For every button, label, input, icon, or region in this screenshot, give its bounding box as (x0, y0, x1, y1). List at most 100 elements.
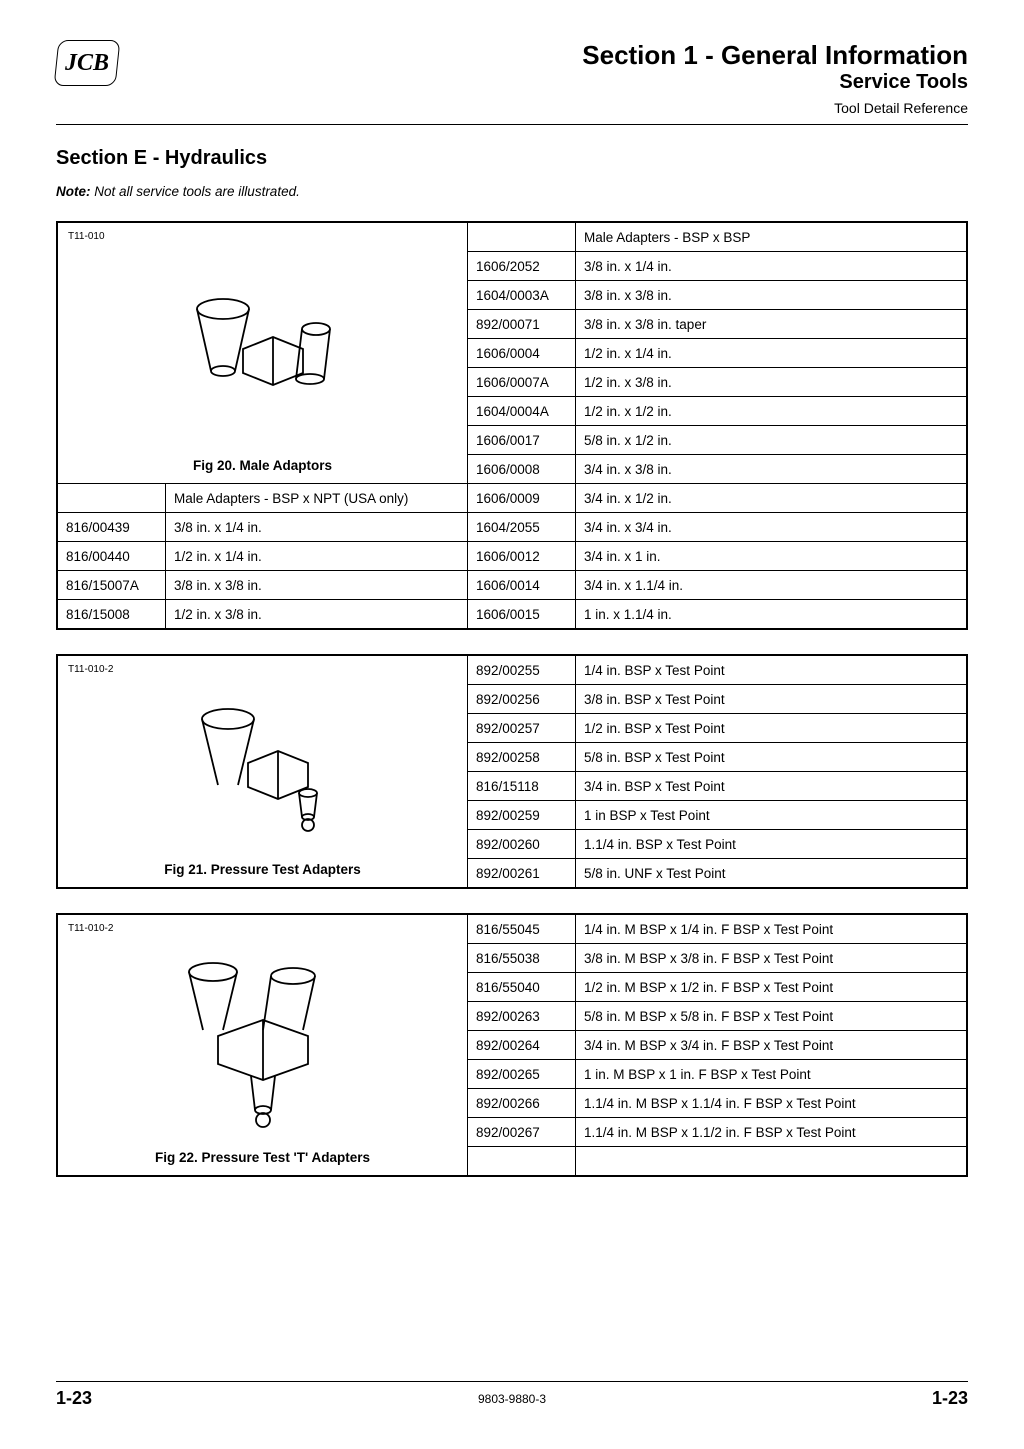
footer-doc-id: 9803-9880-3 (478, 1392, 546, 1406)
code-cell: 892/00256 (468, 685, 576, 713)
table-row: 816/15007A3/8 in. x 3/8 in.1606/00143/4 … (58, 570, 966, 599)
code-cell (58, 484, 166, 512)
header-title-1: Section 1 - General Information (582, 40, 968, 71)
fig21-tag: T11-010-2 (68, 664, 457, 675)
table-row: 1606/20523/8 in. x 1/4 in. (468, 251, 966, 280)
header-sub: Tool Detail Reference (582, 100, 968, 116)
fig22-caption: Fig 22. Pressure Test 'T' Adapters (68, 1148, 457, 1173)
code-cell: 892/00264 (468, 1031, 576, 1059)
code-cell: 1606/0012 (468, 542, 576, 570)
desc-cell: 5/8 in. BSP x Test Point (576, 743, 966, 771)
section-title: Section E - Hydraulics (56, 147, 968, 170)
code-cell: 1606/0009 (468, 484, 576, 512)
fig20-tag: T11-010 (68, 231, 457, 242)
desc-cell: 1 in BSP x Test Point (576, 801, 966, 829)
table-row: 816/004401/2 in. x 1/4 in.1606/00123/4 i… (58, 541, 966, 570)
block3-right-rows: 816/550451/4 in. M BSP x 1/4 in. F BSP x… (468, 915, 966, 1175)
code-cell: 1606/2052 (468, 252, 576, 280)
page-header: JCB Section 1 - General Information Serv… (56, 40, 968, 116)
desc-cell: 1/2 in. BSP x Test Point (576, 714, 966, 742)
table-row: 892/002585/8 in. BSP x Test Point (468, 742, 966, 771)
code-cell: 1606/0007A (468, 368, 576, 396)
table-row: 1604/0003A3/8 in. x 3/8 in. (468, 280, 966, 309)
code-cell: 892/00258 (468, 743, 576, 771)
block-3: T11-010-2 (56, 913, 968, 1177)
logo: JCB (54, 40, 121, 86)
desc-cell: 5/8 in. x 1/2 in. (576, 426, 966, 454)
desc-cell: 3/4 in. x 3/8 in. (576, 455, 966, 483)
code-cell: 1604/0003A (468, 281, 576, 309)
logo-text: JCB (65, 50, 109, 77)
code-cell (468, 1147, 576, 1175)
desc-cell: 1/4 in. BSP x Test Point (576, 656, 966, 684)
fig20-caption: Fig 20. Male Adaptors (68, 456, 457, 481)
desc-cell: 3/4 in. BSP x Test Point (576, 772, 966, 800)
table-row: 816/150081/2 in. x 3/8 in.1606/00151 in.… (58, 599, 966, 628)
desc-cell: 3/8 in. x 3/8 in. taper (576, 310, 966, 338)
fig20-image (68, 242, 457, 456)
footer-page-right: 1-23 (932, 1388, 968, 1409)
table-row: 1604/0004A1/2 in. x 1/2 in. (468, 396, 966, 425)
footer-page-left: 1-23 (56, 1388, 92, 1409)
note-line: Note: Not all service tools are illustra… (56, 184, 968, 199)
code-cell: 892/00266 (468, 1089, 576, 1117)
block-1: T11-010 (56, 221, 968, 630)
table-row: 892/002563/8 in. BSP x Test Point (468, 684, 966, 713)
code-cell: 816/15007A (58, 571, 166, 599)
code-cell: 1604/0004A (468, 397, 576, 425)
desc-cell: 1 in. x 1.1/4 in. (576, 600, 966, 628)
code-cell: 1606/0008 (468, 455, 576, 483)
code-cell: 892/00255 (468, 656, 576, 684)
desc-cell: 1/2 in. x 3/8 in. (576, 368, 966, 396)
desc-cell: 5/8 in. M BSP x 5/8 in. F BSP x Test Poi… (576, 1002, 966, 1030)
block-2: T11-010-2 (56, 654, 968, 889)
block1-right-rows: Male Adapters - BSP x BSP1606/20523/8 in… (468, 223, 966, 483)
header-title-2: Service Tools (582, 71, 968, 94)
table-row: 892/002635/8 in. M BSP x 5/8 in. F BSP x… (468, 1001, 966, 1030)
code-cell: 816/00439 (58, 513, 166, 541)
code-cell: 892/00257 (468, 714, 576, 742)
code-cell: 1606/0015 (468, 600, 576, 628)
table-row: 1606/0007A1/2 in. x 3/8 in. (468, 367, 966, 396)
desc-cell: 3/4 in. x 1/2 in. (576, 484, 966, 512)
table-row: 892/002671.1/4 in. M BSP x 1.1/2 in. F B… (468, 1117, 966, 1146)
code-cell: 892/00263 (468, 1002, 576, 1030)
desc-cell: 3/4 in. x 1 in. (576, 542, 966, 570)
desc-cell: 3/8 in. x 1/4 in. (166, 513, 468, 541)
code-cell: 816/55038 (468, 944, 576, 972)
table-row: 816/550401/2 in. M BSP x 1/2 in. F BSP x… (468, 972, 966, 1001)
fig21-image (68, 675, 457, 860)
code-cell: 892/00261 (468, 859, 576, 887)
desc-cell: 3/8 in. M BSP x 3/8 in. F BSP x Test Poi… (576, 944, 966, 972)
table-row: 892/002615/8 in. UNF x Test Point (468, 858, 966, 887)
block2-right-rows: 892/002551/4 in. BSP x Test Point892/002… (468, 656, 966, 887)
desc-cell: 1.1/4 in. M BSP x 1.1/4 in. F BSP x Test… (576, 1089, 966, 1117)
code-cell: 816/55045 (468, 915, 576, 943)
fig21-caption: Fig 21. Pressure Test Adapters (68, 860, 457, 885)
desc-cell (576, 1147, 966, 1175)
table-row: 892/002643/4 in. M BSP x 3/4 in. F BSP x… (468, 1030, 966, 1059)
desc-cell: 3/4 in. M BSP x 3/4 in. F BSP x Test Poi… (576, 1031, 966, 1059)
table-row: 892/002651 in. M BSP x 1 in. F BSP x Tes… (468, 1059, 966, 1088)
table-row: 892/002571/2 in. BSP x Test Point (468, 713, 966, 742)
table-row: 1606/00175/8 in. x 1/2 in. (468, 425, 966, 454)
desc-cell: 3/8 in. x 3/8 in. (166, 571, 468, 599)
desc-cell: 3/8 in. BSP x Test Point (576, 685, 966, 713)
desc-cell: Male Adapters - BSP x NPT (USA only) (166, 484, 468, 512)
note-text: Not all service tools are illustrated. (91, 184, 300, 199)
code-cell: 1606/0014 (468, 571, 576, 599)
footer: 1-23 9803-9880-3 1-23 (56, 1381, 968, 1409)
table-row: 816/004393/8 in. x 1/4 in.1604/20553/4 i… (58, 512, 966, 541)
table-row: 816/151183/4 in. BSP x Test Point (468, 771, 966, 800)
desc-cell: 3/4 in. x 1.1/4 in. (576, 571, 966, 599)
desc-cell: 3/8 in. x 1/4 in. (576, 252, 966, 280)
code-cell: 816/00440 (58, 542, 166, 570)
desc-cell: 1/4 in. M BSP x 1/4 in. F BSP x Test Poi… (576, 915, 966, 943)
note-label: Note: (56, 184, 91, 199)
code-cell: 816/15118 (468, 772, 576, 800)
code-cell: 816/15008 (58, 600, 166, 628)
desc-cell: 1/2 in. x 1/4 in. (576, 339, 966, 367)
table-row (468, 1146, 966, 1175)
desc-cell: 5/8 in. UNF x Test Point (576, 859, 966, 887)
code-cell: 816/55040 (468, 973, 576, 1001)
